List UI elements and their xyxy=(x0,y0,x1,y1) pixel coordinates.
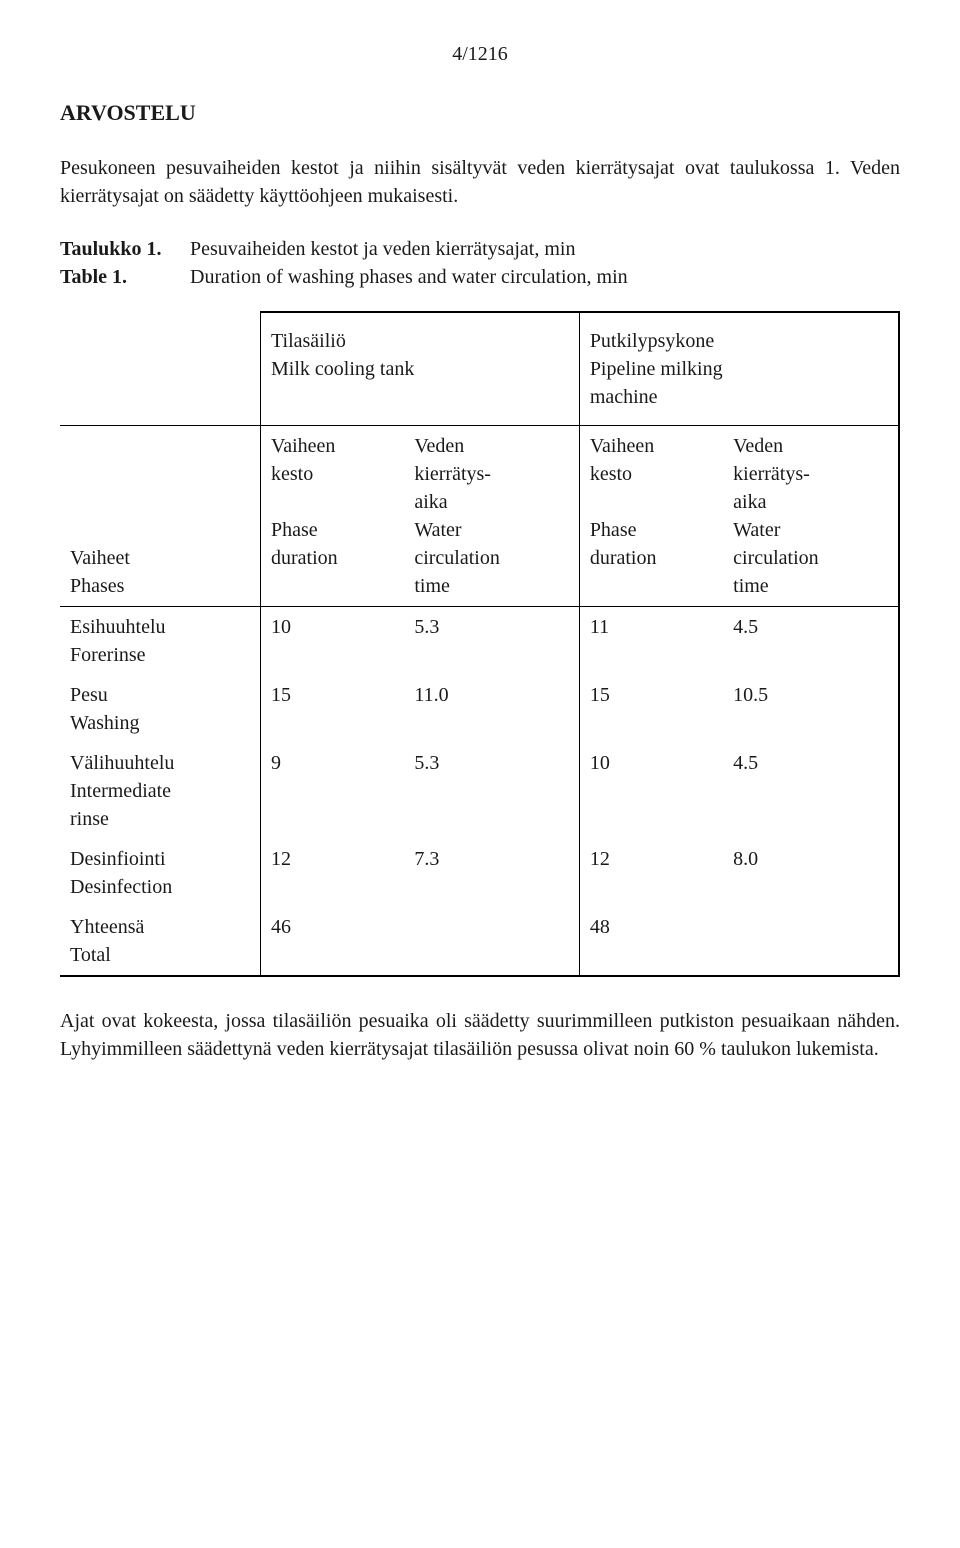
section-heading: ARVOSTELU xyxy=(60,98,900,129)
phase-cell: Yhteensä Total xyxy=(60,907,261,976)
data-cell: 4.5 xyxy=(723,743,899,839)
col-header-b-duration: Vaiheen kesto Phase duration xyxy=(579,425,723,606)
data-cell: 11.0 xyxy=(404,675,579,743)
data-cell: 10.5 xyxy=(723,675,899,743)
data-cell: 5.3 xyxy=(404,606,579,675)
data-cell: 10 xyxy=(579,743,723,839)
caption-text-en: Duration of washing phases and water cir… xyxy=(190,263,628,291)
data-cell xyxy=(404,907,579,976)
group-header-b: Putkilypsykone Pipeline milking machine xyxy=(579,312,899,426)
data-cell: 8.0 xyxy=(723,839,899,907)
caption-text-fi: Pesuvaiheiden kestot ja veden kierrätysa… xyxy=(190,235,575,263)
caption-label-en: Table 1. xyxy=(60,263,190,291)
col-header-a-circulation: Veden kierrätys- aika Water circulation … xyxy=(404,425,579,606)
table-row: Yhteensä Total 46 48 xyxy=(60,907,899,976)
data-cell: 46 xyxy=(261,907,405,976)
data-cell: 12 xyxy=(579,839,723,907)
page-number: 4/1216 xyxy=(60,40,900,68)
data-cell xyxy=(723,907,899,976)
table-row: Desinfiointi Desinfection 12 7.3 12 8.0 xyxy=(60,839,899,907)
data-cell: 15 xyxy=(261,675,405,743)
data-table: Tilasäiliö Milk cooling tank Putkilypsyk… xyxy=(60,311,900,977)
col-header-phases: Vaiheet Phases xyxy=(60,425,261,606)
table-row: Pesu Washing 15 11.0 15 10.5 xyxy=(60,675,899,743)
data-cell: 48 xyxy=(579,907,723,976)
phase-cell: Välihuuhtelu Intermediate rinse xyxy=(60,743,261,839)
data-cell: 9 xyxy=(261,743,405,839)
data-cell: 5.3 xyxy=(404,743,579,839)
data-cell: 4.5 xyxy=(723,606,899,675)
data-cell: 10 xyxy=(261,606,405,675)
phase-cell: Esihuuhtelu Forerinse xyxy=(60,606,261,675)
caption-label-fi: Taulukko 1. xyxy=(60,235,190,263)
data-cell: 12 xyxy=(261,839,405,907)
phase-cell: Pesu Washing xyxy=(60,675,261,743)
intro-paragraph: Pesukoneen pesuvaiheiden kestot ja niihi… xyxy=(60,154,900,210)
phase-cell: Desinfiointi Desinfection xyxy=(60,839,261,907)
col-header-b-circulation: Veden kierrätys- aika Water circulation … xyxy=(723,425,899,606)
col-header-a-duration: Vaiheen kesto Phase duration xyxy=(261,425,405,606)
table-caption: Taulukko 1. Pesuvaiheiden kestot ja vede… xyxy=(60,235,900,291)
table-row: Välihuuhtelu Intermediate rinse 9 5.3 10… xyxy=(60,743,899,839)
footer-paragraph: Ajat ovat kokeesta, jossa tilasäiliön pe… xyxy=(60,1007,900,1063)
data-cell: 11 xyxy=(579,606,723,675)
data-cell: 15 xyxy=(579,675,723,743)
group-header-a: Tilasäiliö Milk cooling tank xyxy=(261,312,580,426)
data-cell: 7.3 xyxy=(404,839,579,907)
table-row: Esihuuhtelu Forerinse 10 5.3 11 4.5 xyxy=(60,606,899,675)
